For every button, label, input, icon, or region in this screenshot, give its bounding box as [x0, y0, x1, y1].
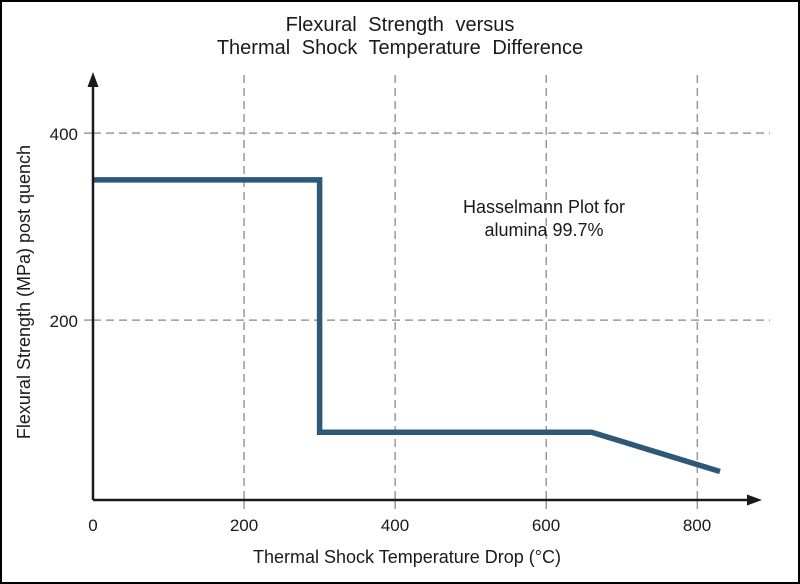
x-tick-200: 200	[230, 516, 258, 535]
chart-title-line2: Thermal Shock Temperature Difference	[217, 37, 583, 59]
axis-tick-marks	[84, 132, 699, 509]
annotation-line2: alumina 99.7%	[484, 220, 603, 240]
plot-annotation: Hasselmann Plot for alumina 99.7%	[463, 197, 625, 240]
x-axis-arrowhead-icon	[747, 494, 762, 506]
y-axis-tick-labels: 400 200	[50, 125, 78, 331]
x-tick-0: 0	[88, 516, 97, 535]
x-axis-title: Thermal Shock Temperature Drop (°C)	[253, 547, 561, 567]
x-axis-tick-labels: 0 200 400 600 800	[88, 516, 711, 535]
x-tick-600: 600	[532, 516, 560, 535]
x-tick-400: 400	[381, 516, 409, 535]
y-tick-200: 200	[50, 312, 78, 331]
y-axis-title: Flexural Strength (MPa) post quench	[14, 145, 34, 439]
chart-title: Flexural Strength versus Thermal Shock T…	[217, 14, 583, 59]
x-tick-800: 800	[683, 516, 711, 535]
gridlines	[93, 75, 770, 500]
chart-title-line1: Flexural Strength versus	[286, 14, 515, 36]
y-tick-400: 400	[50, 125, 78, 144]
axes	[87, 72, 762, 506]
data-series-line	[93, 177, 721, 475]
y-axis-arrowhead-icon	[87, 72, 99, 87]
annotation-line1: Hasselmann Plot for	[463, 197, 625, 217]
